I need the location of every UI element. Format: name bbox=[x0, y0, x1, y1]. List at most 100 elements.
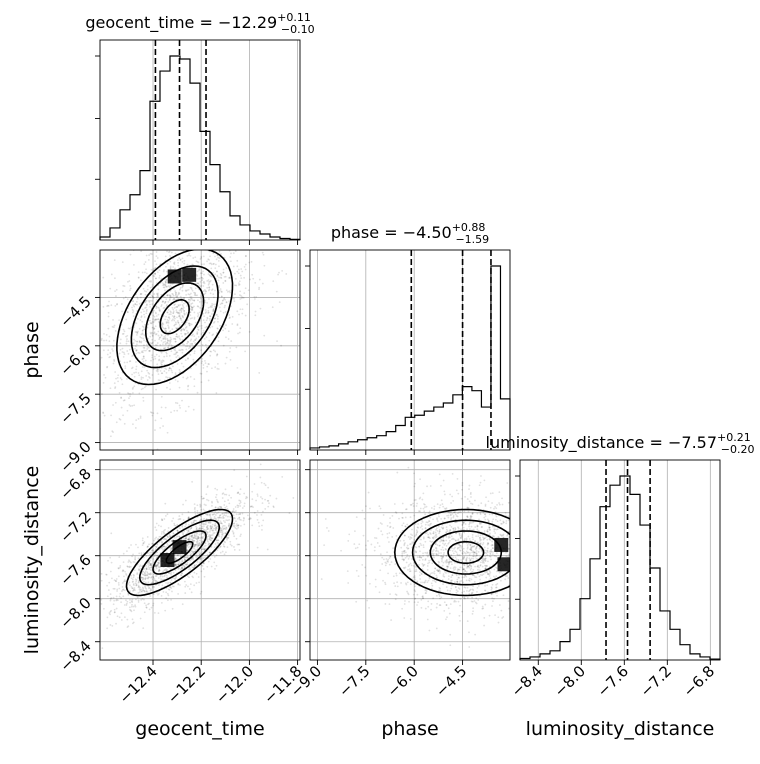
sample-point bbox=[171, 328, 173, 330]
sample-point bbox=[262, 283, 264, 285]
sample-point bbox=[237, 504, 239, 506]
sample-point bbox=[558, 531, 560, 533]
sample-point bbox=[547, 597, 549, 599]
sample-point bbox=[183, 531, 185, 533]
y-tick-label: −7.5 bbox=[56, 389, 94, 427]
sample-point bbox=[162, 591, 164, 593]
sample-point bbox=[208, 290, 210, 292]
sample-point bbox=[431, 603, 433, 605]
x-tick-label: −12.4 bbox=[116, 662, 161, 707]
sample-point bbox=[112, 319, 114, 321]
sample-point bbox=[167, 513, 169, 515]
sample-point bbox=[546, 575, 548, 577]
sample-point bbox=[209, 318, 211, 320]
sample-point bbox=[144, 574, 146, 576]
sample-point bbox=[101, 393, 103, 395]
sample-point bbox=[445, 618, 447, 620]
sample-point bbox=[478, 567, 480, 569]
sample-point bbox=[179, 584, 181, 586]
sample-point bbox=[62, 589, 64, 591]
sample-point bbox=[101, 338, 103, 340]
sample-point bbox=[244, 350, 246, 352]
sample-point bbox=[167, 311, 169, 313]
sample-point bbox=[292, 222, 294, 224]
sample-point bbox=[191, 343, 193, 345]
sample-point bbox=[119, 418, 121, 420]
sample-point bbox=[243, 523, 245, 525]
sample-point bbox=[387, 561, 389, 563]
grid-lines bbox=[153, 40, 298, 240]
sample-point bbox=[392, 515, 394, 517]
sample-point bbox=[153, 368, 155, 370]
sample-point bbox=[222, 329, 224, 331]
sample-point bbox=[193, 584, 195, 586]
sample-point bbox=[133, 606, 135, 608]
sample-point bbox=[515, 576, 517, 578]
sample-point bbox=[133, 385, 135, 387]
sample-point bbox=[190, 340, 192, 342]
sample-point bbox=[119, 567, 121, 569]
sample-point bbox=[110, 304, 112, 306]
sample-point bbox=[182, 261, 184, 263]
sample-point bbox=[142, 325, 144, 327]
sample-point bbox=[381, 557, 383, 559]
sample-point bbox=[152, 275, 154, 277]
sample-point bbox=[214, 366, 216, 368]
sample-point bbox=[107, 616, 109, 618]
sample-point bbox=[115, 378, 117, 380]
sample-point bbox=[236, 538, 238, 540]
sample-point bbox=[555, 602, 557, 604]
sample-point bbox=[183, 303, 185, 305]
sample-point bbox=[67, 333, 69, 335]
sample-point bbox=[200, 295, 202, 297]
sample-point bbox=[166, 271, 168, 273]
sample-point bbox=[130, 288, 132, 290]
sample-point bbox=[456, 489, 458, 491]
sample-point bbox=[146, 574, 148, 576]
sample-point bbox=[483, 617, 485, 619]
sample-point bbox=[222, 551, 224, 553]
sample-point bbox=[193, 385, 195, 387]
sample-point bbox=[571, 575, 573, 577]
sample-point bbox=[190, 354, 192, 356]
sample-point bbox=[194, 342, 196, 344]
sample-point bbox=[403, 522, 405, 524]
sample-point bbox=[185, 564, 187, 566]
sample-point bbox=[158, 525, 160, 527]
sample-point bbox=[112, 431, 114, 433]
sample-point bbox=[113, 363, 115, 365]
sample-point bbox=[239, 549, 241, 551]
sample-point bbox=[415, 534, 417, 536]
sample-point bbox=[524, 563, 526, 565]
sample-point bbox=[140, 319, 142, 321]
y-tick-label: −7.6 bbox=[56, 551, 94, 589]
sample-point bbox=[227, 516, 229, 518]
sample-point bbox=[450, 576, 452, 578]
sample-point bbox=[195, 564, 197, 566]
sample-point bbox=[484, 565, 486, 567]
sample-point bbox=[172, 228, 174, 230]
sample-point bbox=[140, 564, 142, 566]
sample-point bbox=[155, 564, 157, 566]
sample-point bbox=[374, 537, 376, 539]
sample-point bbox=[130, 393, 132, 395]
sample-point bbox=[116, 599, 118, 601]
sample-point bbox=[245, 287, 247, 289]
sample-point bbox=[148, 543, 150, 545]
sample-point bbox=[196, 504, 198, 506]
sample-point bbox=[157, 342, 159, 344]
sample-point bbox=[533, 514, 535, 516]
sample-point bbox=[457, 478, 459, 480]
sample-point bbox=[563, 555, 565, 557]
sample-point bbox=[248, 289, 250, 291]
sample-point bbox=[450, 514, 452, 516]
sample-point bbox=[193, 299, 195, 301]
sample-point bbox=[86, 363, 88, 365]
sample-point bbox=[413, 505, 415, 507]
sample-point bbox=[200, 593, 202, 595]
sample-point bbox=[246, 246, 248, 248]
sample-point bbox=[173, 349, 175, 351]
sample-point bbox=[472, 610, 474, 612]
sample-point bbox=[143, 310, 145, 312]
sample-point bbox=[511, 601, 513, 603]
